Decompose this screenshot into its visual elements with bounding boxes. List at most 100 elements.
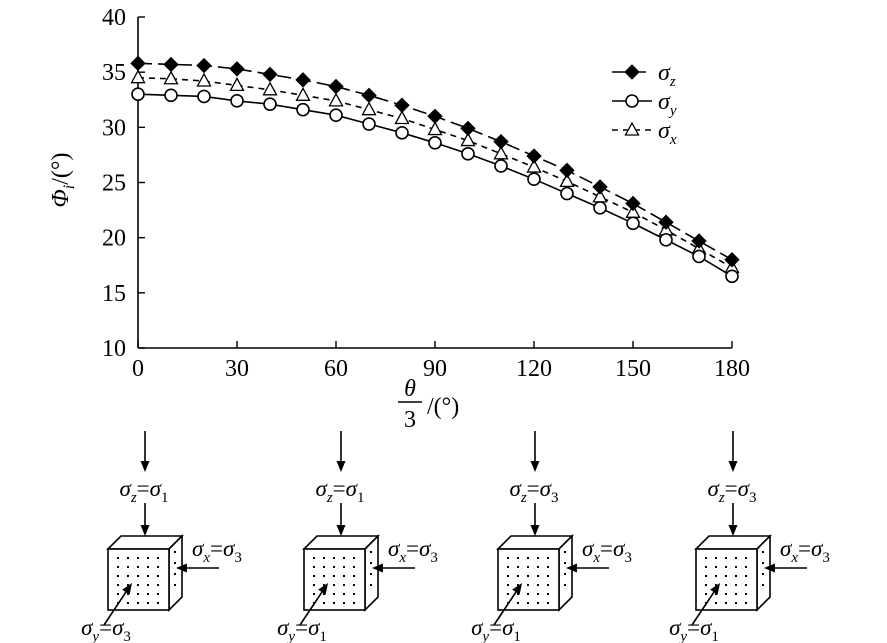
label-y: σy=σ1 (669, 615, 719, 643)
data-point-z (559, 162, 575, 179)
legend-subscript: z (669, 74, 676, 90)
cube-dot (527, 593, 529, 595)
label-x-equals: = (406, 536, 419, 561)
arrow-y-head (710, 583, 720, 595)
cube-dot (147, 575, 149, 577)
cube-dot (527, 584, 529, 586)
legend-marker-x (624, 121, 640, 136)
cube-dot (137, 575, 139, 577)
label-z-equals: = (137, 476, 150, 501)
label-z: σz=σ3 (509, 476, 558, 506)
cube-dot (137, 557, 139, 559)
label-y-equals: = (687, 615, 700, 640)
arrow-z-top-head (530, 461, 540, 472)
cube-dot (537, 593, 539, 595)
cube-dot (147, 584, 149, 586)
cube-dot (537, 566, 539, 568)
cube-dot (147, 566, 149, 568)
label-y-subscript: y (678, 629, 687, 643)
y-tick-label: 30 (102, 115, 126, 141)
cube-dot (157, 557, 159, 559)
data-point-y (395, 126, 409, 140)
y-label-subscript: i (61, 185, 78, 189)
label-z-symbol: σ (707, 476, 720, 501)
cube-dot (353, 566, 355, 568)
cube-dot (527, 566, 529, 568)
data-point-x (493, 145, 509, 160)
label-x-subscript: x (592, 550, 600, 566)
label-y-equals: = (489, 615, 502, 640)
label-z: σz=σ1 (315, 476, 364, 506)
cube-dot (705, 584, 707, 586)
cube-dot (323, 566, 325, 568)
cube-dot (313, 557, 315, 559)
cube-dot (370, 551, 372, 553)
label-z-subscript: z (326, 490, 333, 506)
y-tick-label: 35 (102, 60, 126, 86)
data-point-z (460, 120, 476, 137)
data-point-z (526, 148, 542, 164)
cube-dot (137, 584, 139, 586)
cube-dot (343, 575, 345, 577)
data-point-z (658, 214, 674, 230)
cube-dot (735, 602, 737, 604)
cube-dot (705, 557, 707, 559)
label-z-value: σ (150, 476, 163, 501)
label-z-symbol: σ (509, 476, 522, 501)
data-point-x (262, 81, 278, 96)
cube-dot (333, 602, 335, 604)
cube-dot (745, 602, 747, 604)
data-point-y (428, 135, 442, 150)
x-tick-label: 0 (132, 356, 144, 382)
label-y-value-subscript: 1 (513, 629, 521, 643)
x-tick-label: 150 (615, 356, 651, 382)
label-x-value-subscript: 3 (430, 550, 438, 566)
legend-entry-x: σx (612, 118, 677, 148)
cube-dot (343, 584, 345, 586)
cube-dot (564, 562, 566, 564)
label-z-equals: = (333, 476, 346, 501)
cube-dot (527, 557, 529, 559)
data-point-y (626, 216, 640, 231)
cube-dot (313, 566, 315, 568)
label-y: σy=σ3 (81, 615, 131, 643)
arrow-y (493, 588, 519, 626)
cube-dot (507, 557, 509, 559)
cube-dot (745, 593, 747, 595)
label-x: σx=σ3 (780, 536, 830, 566)
cube-dot (313, 584, 315, 586)
cube-dot (745, 575, 747, 577)
cube-dot (127, 566, 129, 568)
cube-dot (370, 573, 372, 575)
label-x-equals: = (210, 536, 223, 561)
cube-dot (564, 584, 566, 586)
cube-dot (517, 593, 519, 595)
data-point-y (461, 147, 475, 161)
label-x-value: σ (223, 536, 236, 561)
arrow-y (103, 588, 129, 626)
y-label-unit: /(°) (48, 153, 74, 185)
cube-dot (527, 575, 529, 577)
cube-dot (715, 566, 717, 568)
label-x-symbol: σ (780, 536, 793, 561)
label-z-value: σ (540, 476, 553, 501)
cube-dot (323, 593, 325, 595)
arrow-z-cube-head (336, 525, 346, 536)
arrow-x-head (566, 563, 577, 573)
cube-dot (137, 566, 139, 568)
cube-dot (547, 584, 549, 586)
label-x: σx=σ3 (582, 536, 632, 566)
data-point-y (560, 186, 574, 201)
legend-symbol: σ (658, 118, 671, 144)
data-point-z (328, 78, 344, 95)
arrow-y (691, 588, 717, 626)
cube-dot (745, 584, 747, 586)
cube-dot (725, 557, 727, 559)
data-point-x (196, 72, 212, 87)
label-z-symbol: σ (315, 476, 328, 501)
label-z-subscript: z (718, 490, 725, 506)
cube-dot (735, 593, 737, 595)
cube-dot (157, 584, 159, 586)
x-tick-label: 60 (324, 356, 348, 382)
